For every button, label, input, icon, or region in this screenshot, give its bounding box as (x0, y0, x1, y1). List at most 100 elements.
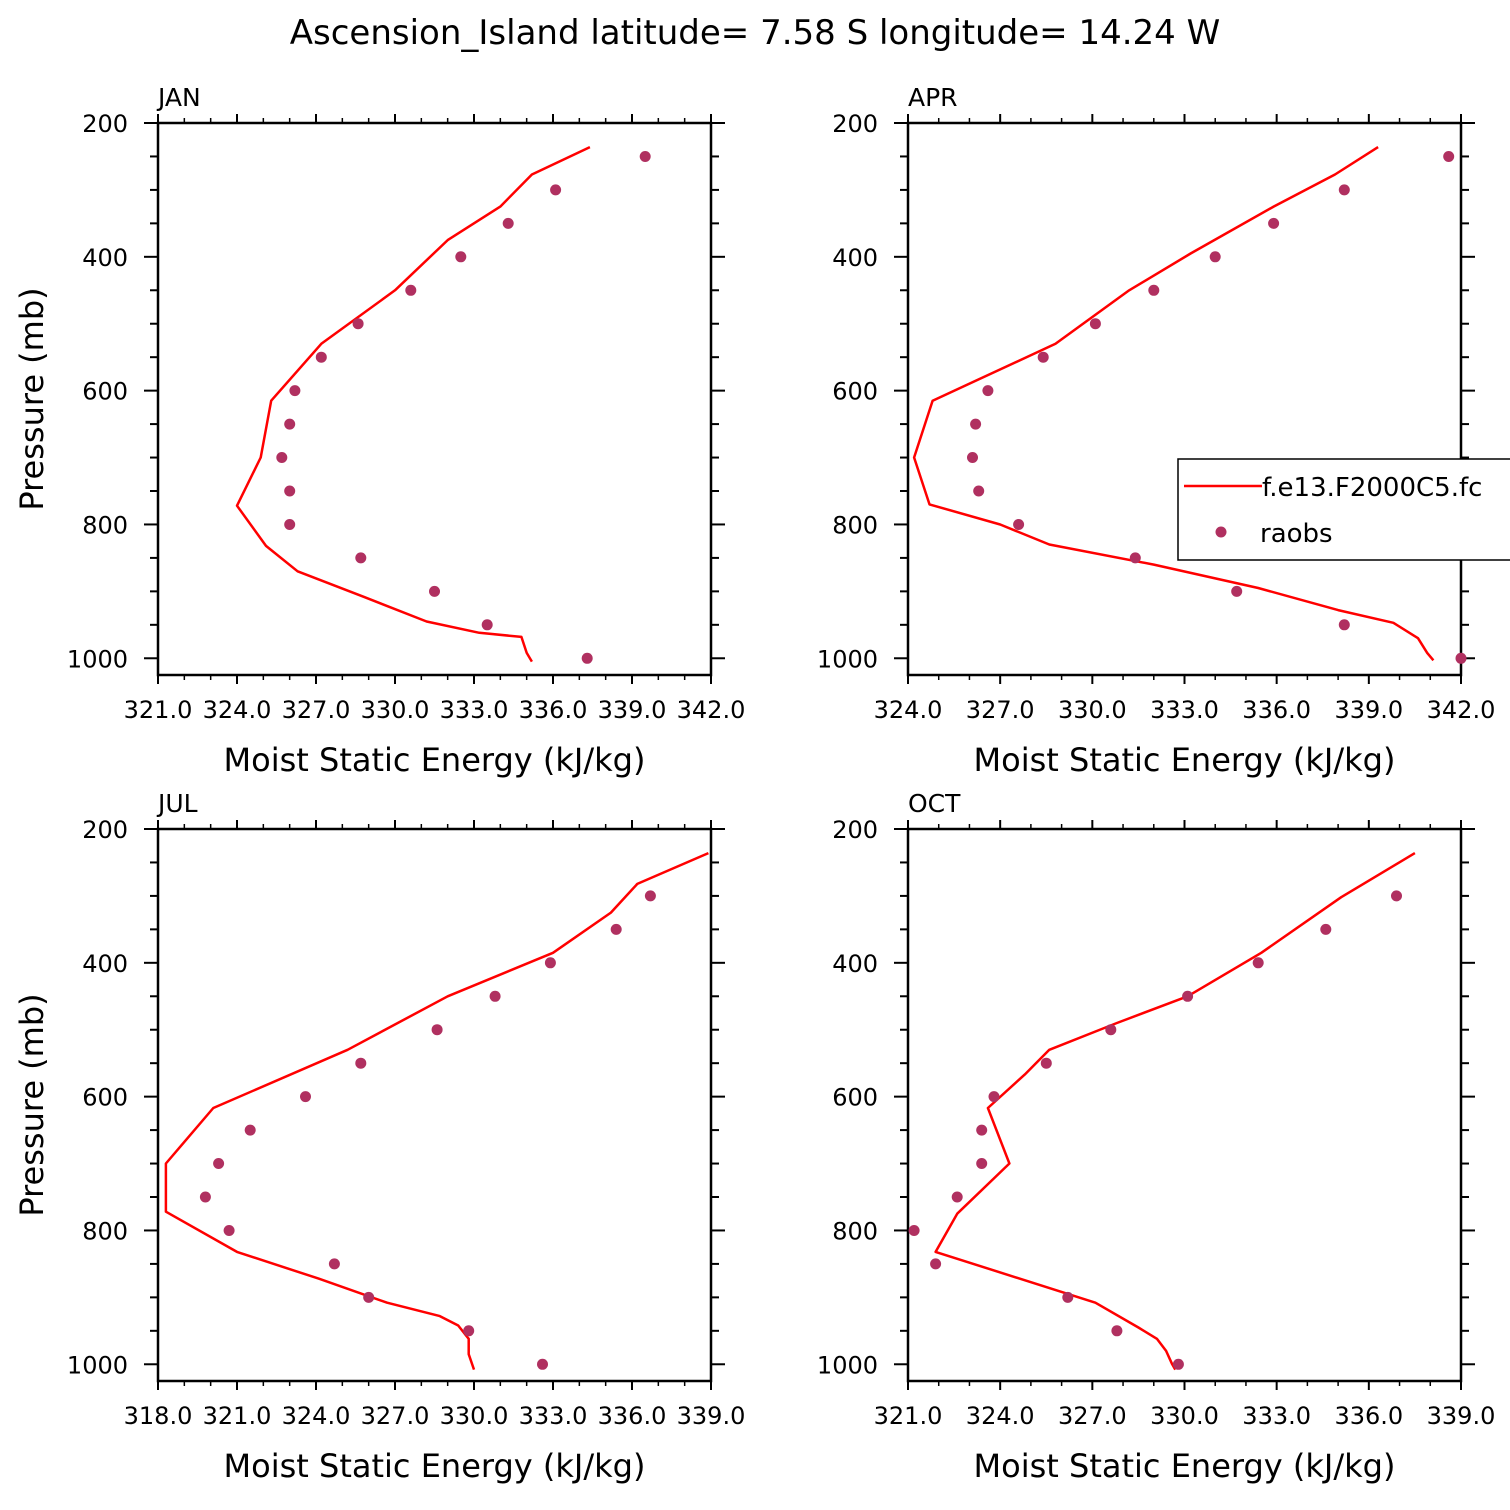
x-tick-label: 330.0 (1058, 696, 1127, 724)
raobs-point (1182, 990, 1194, 1002)
raobs-point (1209, 251, 1221, 263)
panel-label: APR (908, 83, 958, 112)
x-tick-label: 324.0 (966, 1402, 1035, 1430)
y-tick-label: 1000 (67, 645, 128, 673)
raobs-point (610, 923, 622, 935)
raobs-point (1391, 890, 1402, 902)
raobs-point (1129, 552, 1141, 564)
x-tick-label: 330.0 (1150, 1402, 1219, 1430)
raobs-point (581, 652, 593, 664)
raobs-point (1172, 1358, 1184, 1370)
raobs-point (1111, 1325, 1123, 1337)
y-tick-label: 600 (82, 1084, 128, 1112)
panel-jul: 318.0 321.0 324.0 327.0 330.0 333.0 336.0 339.0… (13, 789, 745, 1485)
x-tick-label: 339.0 (677, 1402, 746, 1430)
x-tick-label: 339.0 (1427, 1402, 1496, 1430)
raobs-point (908, 1225, 920, 1236)
raobs-point (328, 1258, 340, 1270)
x-tick-label: 336.0 (519, 696, 588, 724)
raobs-point (502, 217, 514, 229)
y-tick-label: 400 (832, 244, 878, 272)
x-tick-label: 339.0 (1334, 696, 1403, 724)
x-tick-label: 342.0 (1427, 696, 1496, 724)
raobs-point (967, 452, 978, 463)
x-tick-label: 324.0 (282, 1402, 351, 1430)
panel-oct: 321.0 324.0 327.0 330.0 333.0 336.0 339.0 200 40… (817, 789, 1495, 1485)
y-tick-label: 400 (82, 950, 128, 978)
plot-frame (156, 827, 713, 1383)
y-tick-label: 1000 (817, 1351, 878, 1379)
x-tick-label: 333.0 (1242, 1402, 1311, 1430)
x-axis-label: Moist Static Energy (kJ/kg) (224, 1447, 646, 1485)
x-tick-label: 321.0 (124, 696, 193, 724)
x-tick-label: 336.0 (1242, 696, 1311, 724)
panel-jan: 321.0 324.0 327.0 330.0 333.0 336.0 339.0 342.0… (13, 83, 745, 779)
raobs-point (284, 485, 296, 497)
panel-label: JAN (156, 83, 201, 112)
x-tick-label: 336.0 (1334, 1402, 1403, 1430)
legend-box (1177, 458, 1510, 561)
raobs-point (537, 1358, 548, 1370)
raobs-point (284, 519, 296, 530)
raobs-point (244, 1124, 256, 1136)
y-tick-label: 600 (832, 1084, 878, 1112)
x-tick-label: 333.0 (519, 1402, 588, 1430)
raobs-point (223, 1225, 235, 1236)
y-axis-label: Pressure (mb) (13, 287, 51, 510)
raobs-point (489, 990, 501, 1002)
x-tick-label: 327.0 (966, 696, 1035, 724)
raobs-point (930, 1258, 942, 1270)
y-tick-label: 1000 (67, 1351, 128, 1379)
x-tick-label: 336.0 (598, 1402, 667, 1430)
raobs-point (276, 452, 288, 463)
model-line (934, 852, 1416, 1371)
y-tick-label: 600 (82, 378, 128, 406)
legend-marker-swatch (1215, 526, 1227, 538)
plot-frame (906, 121, 1463, 677)
panel-apr: 324.0 327.0 330.0 333.0 336.0 339.0 342.0 200 40… (817, 83, 1495, 779)
raobs-point (355, 1057, 367, 1069)
raobs-point (639, 151, 651, 162)
raobs-point (951, 1191, 963, 1203)
raobs-point (550, 184, 562, 196)
y-tick-label: 400 (82, 244, 128, 272)
panels: 321.0 324.0 327.0 330.0 333.0 336.0 339.0 342.0… (13, 83, 1495, 1485)
raobs-point (1148, 284, 1160, 296)
x-tick-label: 327.0 (361, 1402, 430, 1430)
model-line (164, 851, 709, 1371)
raobs-point (1338, 184, 1350, 196)
figure-title: Ascension_Island latitude= 7.58 S longit… (290, 13, 1221, 53)
raobs-point (544, 957, 556, 969)
y-tick-label: 800 (82, 1217, 128, 1245)
raobs-point (1443, 151, 1455, 162)
raobs-point (1105, 1024, 1117, 1036)
y-tick-label: 800 (82, 511, 128, 539)
raobs-point (1231, 585, 1243, 597)
x-tick-label: 327.0 (1058, 1402, 1127, 1430)
raobs-point (1268, 217, 1280, 229)
raobs-point (429, 585, 440, 597)
raobs-point (970, 418, 982, 430)
y-tick-label: 200 (832, 816, 878, 844)
raobs-point (213, 1158, 225, 1169)
raobs-point (355, 552, 367, 564)
model-line (235, 145, 591, 663)
x-tick-label: 318.0 (124, 1402, 193, 1430)
raobs-point (976, 1158, 988, 1169)
raobs-point (1252, 957, 1264, 969)
legend-obs-label: raobs (1260, 519, 1333, 549)
legend-model-label: f.e13.F2000C5.fc (1262, 473, 1482, 503)
raobs-point (199, 1191, 211, 1203)
x-tick-label: 342.0 (677, 696, 746, 724)
raobs-point (988, 1091, 1000, 1103)
raobs-point (1013, 519, 1025, 530)
x-tick-label: 324.0 (874, 696, 943, 724)
raobs-point (1089, 318, 1101, 330)
y-tick-label: 1000 (817, 645, 878, 673)
panel-label: JUL (156, 789, 198, 818)
x-tick-label: 324.0 (203, 696, 272, 724)
raobs-point (644, 890, 656, 902)
x-axis-label: Moist Static Energy (kJ/kg) (974, 741, 1396, 779)
raobs-point (1062, 1291, 1074, 1303)
